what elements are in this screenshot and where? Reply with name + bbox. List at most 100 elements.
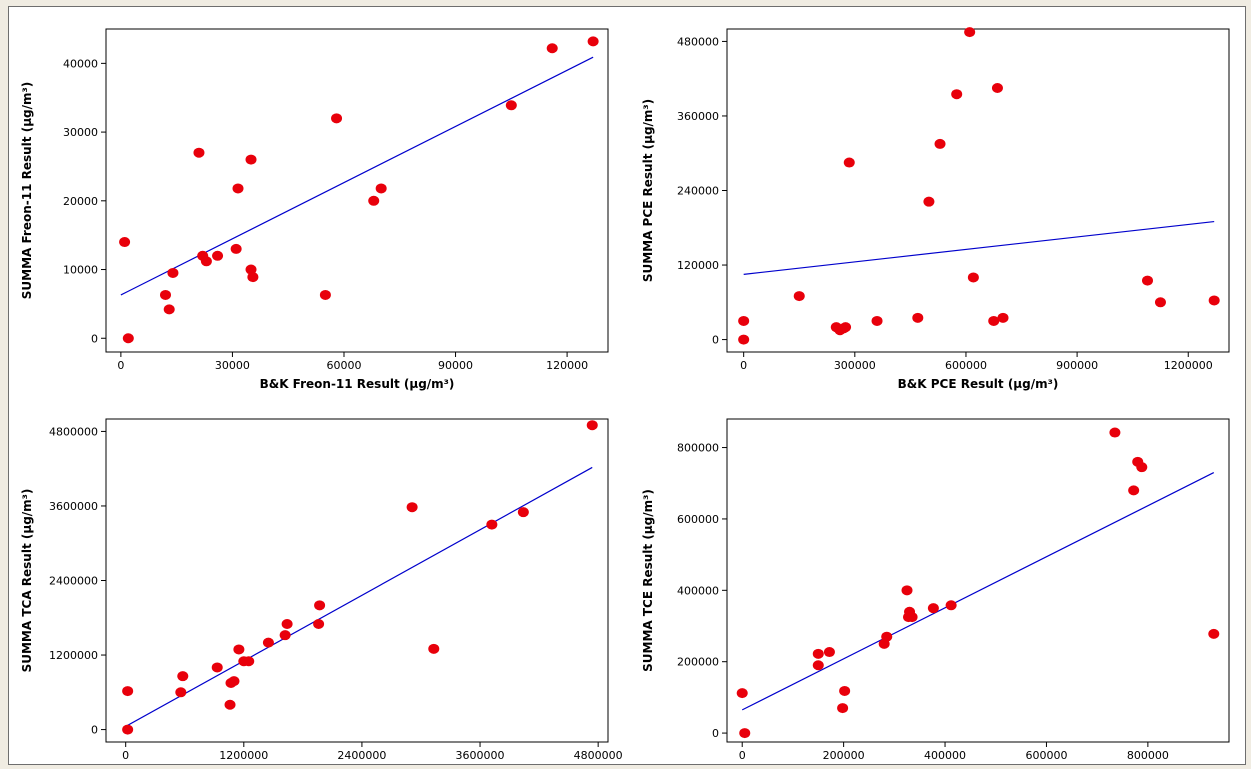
data-point — [736, 688, 748, 699]
data-point — [177, 671, 189, 682]
data-point — [233, 644, 245, 655]
data-point — [906, 612, 918, 623]
data-point — [934, 138, 946, 149]
data-point — [428, 643, 440, 654]
y-tick-label: 600000 — [677, 513, 719, 526]
x-tick-label: 600000 — [1025, 749, 1067, 762]
data-point — [406, 502, 418, 513]
x-tick-label: 90000 — [438, 359, 473, 372]
chart-4: 0 200000 400000 600000 800000 0 200000 400000 60… — [641, 418, 1230, 762]
data-point — [1208, 295, 1220, 306]
data-point — [281, 618, 293, 629]
data-point — [967, 272, 979, 283]
data-point — [193, 147, 205, 158]
x-tick-label: 60000 — [326, 359, 361, 372]
data-point — [881, 631, 893, 642]
y-tick-label: 480000 — [677, 35, 719, 48]
data-point — [901, 585, 913, 596]
data-point — [119, 237, 131, 248]
chart-1: 0 30000 60000 90000 120000 0 10000 20000 30000 40… — [20, 28, 609, 391]
y-tick-label: 1200000 — [49, 649, 98, 662]
data-point — [738, 315, 750, 326]
data-point — [212, 250, 224, 261]
data-point — [159, 289, 171, 300]
data-point — [228, 676, 240, 687]
data-point — [224, 699, 236, 710]
data-point — [262, 637, 274, 648]
y-tick-label: 2400000 — [49, 575, 98, 588]
data-point — [546, 43, 558, 54]
data-point — [163, 304, 175, 315]
x-tick-label: 2400000 — [337, 749, 386, 762]
x-tick-label: 0 — [740, 359, 747, 372]
data-point — [793, 291, 805, 302]
data-point — [839, 685, 851, 696]
data-point — [319, 289, 331, 300]
data-point — [843, 157, 855, 168]
data-point — [1141, 275, 1153, 286]
data-point — [122, 686, 134, 697]
data-point — [997, 312, 1009, 323]
data-point — [871, 315, 883, 326]
data-point — [945, 600, 957, 611]
y-tick-label: 30000 — [63, 126, 98, 139]
x-axis-label: B&K PCE Result (μg/m³) — [898, 377, 1059, 391]
y-tick-label: 3600000 — [49, 500, 98, 513]
fit-line — [741, 471, 1215, 711]
data-point — [1109, 427, 1121, 438]
y-tick-label: 200000 — [677, 656, 719, 669]
x-tick-label: 600000 — [945, 359, 987, 372]
x-tick-label: 0 — [739, 749, 746, 762]
plot-frame — [105, 418, 609, 743]
data-point — [505, 100, 517, 111]
data-point — [200, 256, 212, 267]
y-tick-label: 20000 — [63, 195, 98, 208]
data-point — [927, 603, 939, 614]
plot-frame — [105, 28, 609, 353]
data-point — [245, 264, 257, 275]
data-point — [1128, 485, 1140, 496]
y-tick-label: 0 — [91, 332, 98, 345]
chart-2: 0 300000 600000 900000 1200000 0 120000 240000 3… — [641, 27, 1230, 391]
y-tick-label: 360000 — [677, 110, 719, 123]
y-tick-label: 0 — [91, 724, 98, 737]
data-point — [840, 322, 852, 333]
data-point — [243, 656, 255, 667]
data-point — [331, 113, 343, 124]
data-point — [247, 272, 259, 283]
x-tick-label: 900000 — [1056, 359, 1098, 372]
y-tick-label: 0 — [712, 727, 719, 740]
data-point — [279, 630, 291, 641]
plot-frame — [726, 418, 1230, 743]
data-point — [375, 183, 387, 194]
x-tick-label: 3600000 — [456, 749, 505, 762]
scatter-plots: 0 30000 60000 90000 120000010000200003000040… — [20, 27, 1230, 762]
data-point — [486, 519, 498, 530]
data-point — [991, 83, 1003, 94]
data-point — [368, 195, 380, 206]
data-point — [988, 315, 1000, 326]
x-axis-label: B&K Freon-11 Result (μg/m³) — [260, 377, 455, 391]
data-point — [245, 154, 257, 165]
data-point — [517, 507, 529, 518]
data-point — [167, 267, 179, 278]
data-point — [175, 687, 187, 698]
y-tick-label: 40000 — [63, 57, 98, 70]
y-tick-label: 4800000 — [49, 425, 98, 438]
data-point — [823, 647, 835, 658]
y-axis-label: SUMMA TCA Result (μg/m³) — [20, 489, 34, 673]
y-tick-label: 10000 — [63, 264, 98, 277]
x-tick-label: 4800000 — [574, 749, 623, 762]
x-tick-label: 800000 — [1127, 749, 1169, 762]
fit-line — [743, 220, 1215, 275]
data-point — [837, 703, 849, 714]
data-point — [313, 618, 325, 629]
x-tick-label: 1200000 — [219, 749, 268, 762]
x-tick-label: 0 — [122, 749, 129, 762]
y-tick-label: 240000 — [677, 185, 719, 198]
data-point — [912, 312, 924, 323]
data-point — [587, 36, 599, 47]
x-tick-label: 0 — [117, 359, 124, 372]
data-point — [964, 27, 976, 38]
y-tick-label: 800000 — [677, 442, 719, 455]
